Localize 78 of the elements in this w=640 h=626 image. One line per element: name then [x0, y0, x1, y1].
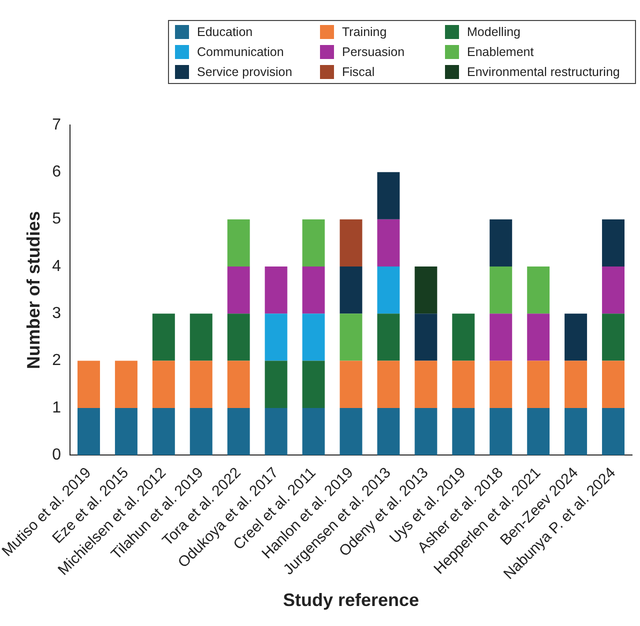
bar — [564, 408, 588, 456]
y-tick-label: 1 — [52, 399, 62, 416]
bar — [152, 314, 175, 361]
legend-label: Modelling — [467, 25, 521, 39]
bar — [302, 266, 325, 314]
y-tick-label: 5 — [52, 210, 62, 228]
y-tick-label: 4 — [52, 258, 62, 275]
legend-label: Training — [342, 25, 387, 39]
bar — [340, 360, 362, 408]
bar — [490, 314, 512, 361]
bar — [78, 408, 100, 456]
bar — [377, 266, 400, 314]
legend-label: Environmental restructuring — [467, 65, 620, 79]
bar — [377, 172, 400, 220]
bar — [602, 314, 625, 361]
y-tick-label: 6 — [52, 164, 62, 181]
bar — [490, 408, 512, 456]
y-tick-label: 7 — [52, 116, 62, 134]
bar — [527, 314, 550, 361]
y-tick-label: 0 — [52, 446, 62, 464]
bar — [78, 360, 100, 408]
bar — [564, 314, 588, 361]
bar — [377, 219, 400, 266]
bar — [302, 408, 325, 456]
bar — [114, 360, 138, 408]
bar — [527, 408, 550, 456]
bar — [452, 314, 475, 361]
bar — [527, 360, 550, 408]
bar — [377, 360, 400, 408]
bar — [414, 314, 438, 361]
bar — [227, 360, 250, 408]
bar — [527, 266, 550, 314]
bar — [190, 360, 212, 408]
bar — [602, 266, 625, 314]
x-axis-title: Study reference — [282, 590, 420, 610]
bar — [190, 314, 212, 361]
bar — [114, 408, 138, 456]
bar — [377, 408, 400, 456]
bar — [227, 314, 250, 361]
bar — [602, 360, 625, 408]
legend-label: Fiscal — [342, 65, 375, 79]
legend-label: Persuasion — [342, 45, 405, 59]
legend-label: Enablement — [467, 45, 534, 59]
bar — [414, 266, 438, 314]
bar — [227, 408, 250, 456]
y-axis-title: Number of studies — [23, 211, 44, 370]
bar — [340, 219, 362, 266]
legend-label: Service provision — [197, 65, 292, 79]
bar — [452, 408, 475, 456]
bar — [227, 266, 250, 314]
bar — [340, 314, 362, 361]
bar — [264, 266, 288, 314]
y-tick-label: 3 — [52, 305, 62, 322]
bar — [602, 408, 625, 456]
bar — [490, 266, 512, 314]
bar — [190, 408, 212, 456]
y-tick-label: 2 — [52, 352, 62, 370]
bar — [414, 408, 438, 456]
bar — [227, 219, 250, 266]
legend-label: Communication — [197, 45, 284, 59]
bar — [302, 219, 325, 266]
legend-label: Education — [197, 25, 253, 39]
bar — [564, 360, 588, 408]
bar — [490, 219, 512, 266]
bar — [302, 360, 325, 408]
bar — [602, 219, 625, 266]
bar — [152, 408, 175, 456]
bar — [264, 314, 288, 361]
bar — [414, 360, 438, 408]
bar — [452, 360, 475, 408]
bar — [302, 314, 325, 361]
bar — [264, 408, 288, 456]
bar — [340, 266, 362, 314]
bar — [490, 360, 512, 408]
bar — [340, 408, 362, 456]
bar — [377, 314, 400, 361]
bar — [264, 360, 288, 408]
bar — [152, 360, 175, 408]
